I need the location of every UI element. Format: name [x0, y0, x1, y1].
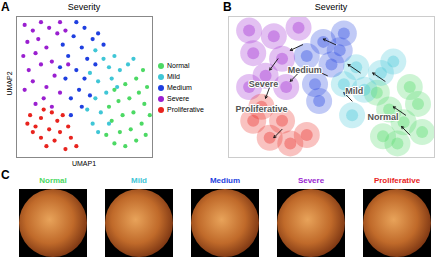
svg-text:Severe: Severe — [249, 79, 279, 89]
html-text:Proliferative: Proliferative — [167, 106, 204, 113]
html-text:Medium: Medium — [167, 84, 192, 91]
html-text:Severe: Severe — [297, 176, 325, 185]
svg-text:Medium: Medium — [288, 65, 322, 75]
html-text:Medium: Medium — [209, 176, 241, 185]
html-text:Proliferative: Proliferative — [373, 176, 421, 185]
html-text:Severe: Severe — [167, 95, 190, 102]
html-text:Mild: Mild — [167, 73, 180, 80]
html-text:A: A — [1, 0, 10, 14]
html-text:UMAP1: UMAP1 — [71, 160, 97, 167]
html-text:B: B — [223, 0, 232, 14]
svg-text:Mild: Mild — [345, 86, 363, 96]
html-text:Normal: Normal — [167, 62, 190, 69]
html-text:Severity: Severity — [67, 2, 101, 12]
html-text:Normal: Normal — [39, 176, 67, 185]
svg-text:Proliferative: Proliferative — [235, 104, 287, 114]
html-text:UMAP2: UMAP2 — [5, 71, 13, 96]
html-text:Mild: Mild — [131, 176, 147, 185]
html-text:C: C — [1, 168, 10, 182]
html-text:Severity: Severity — [314, 2, 348, 12]
svg-text:Normal: Normal — [367, 111, 398, 121]
